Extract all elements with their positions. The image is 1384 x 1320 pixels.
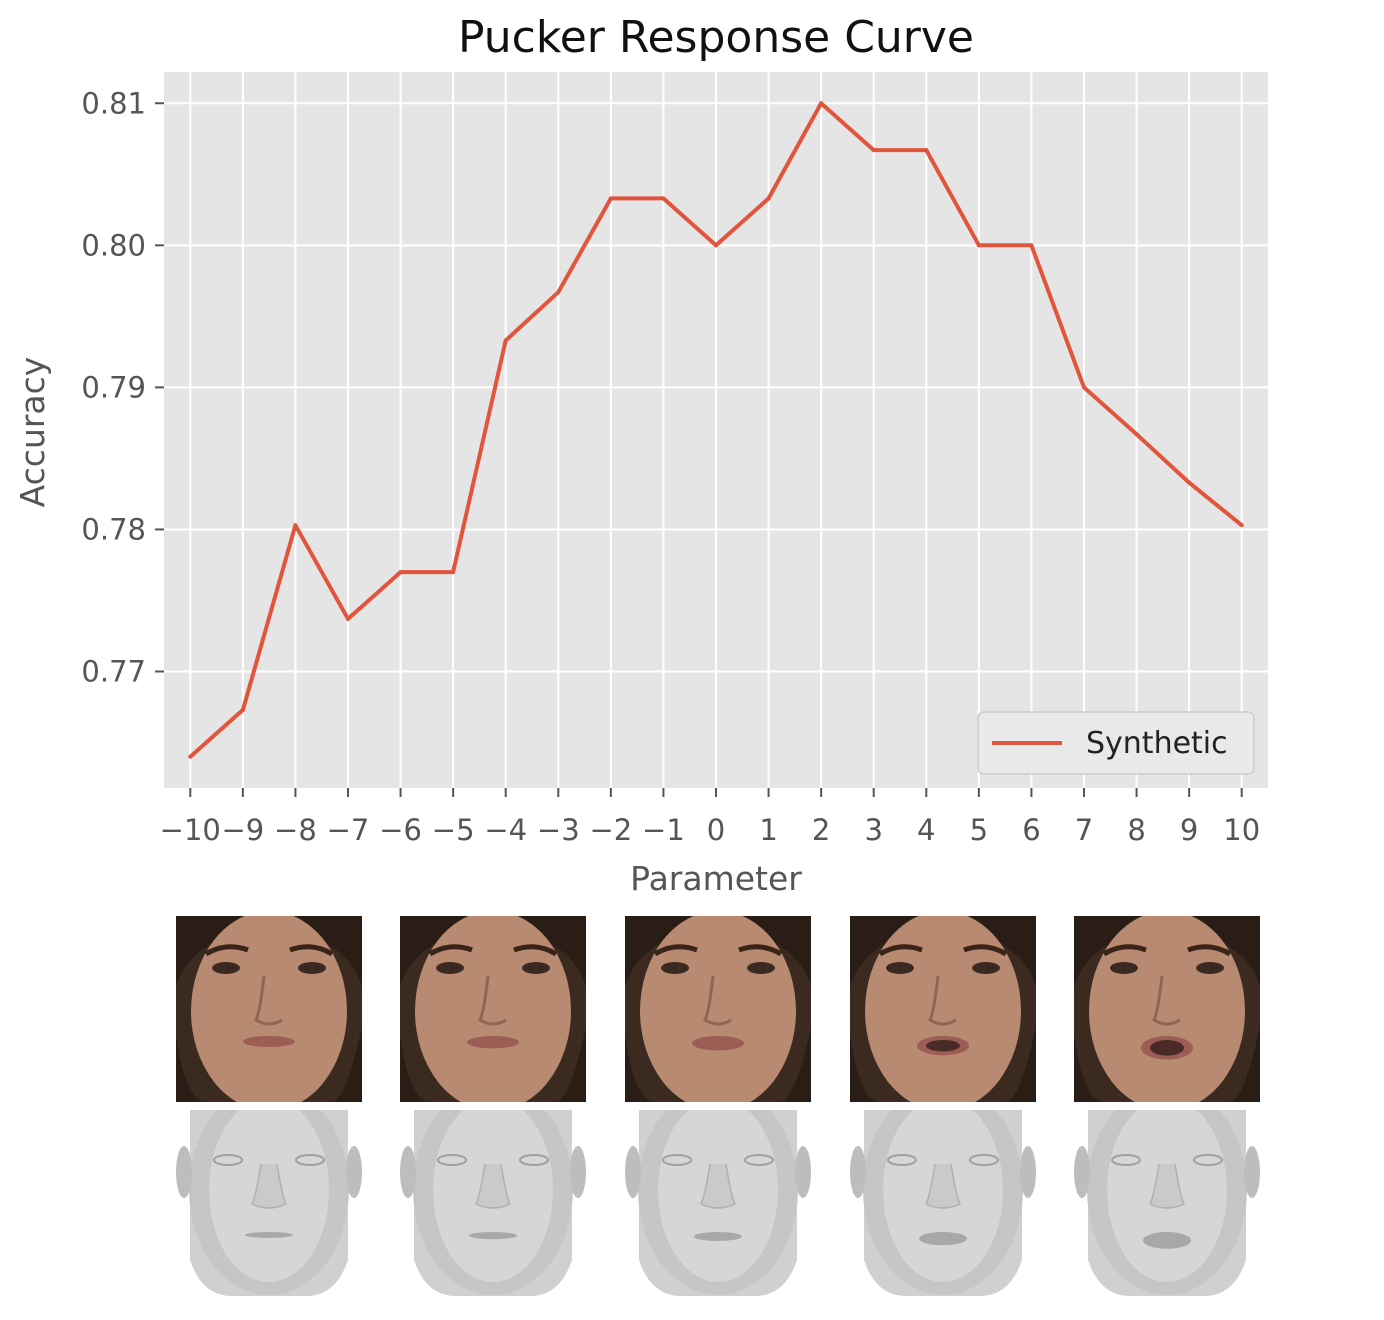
data-point bbox=[1082, 385, 1086, 390]
data-point bbox=[1029, 243, 1034, 248]
data-point bbox=[346, 616, 350, 621]
x-tick-label: 1 bbox=[759, 813, 777, 847]
x-tick-label: 3 bbox=[864, 813, 882, 847]
y-tick-label: 0.80 bbox=[81, 228, 146, 262]
data-point bbox=[240, 707, 245, 712]
data-point bbox=[556, 290, 561, 295]
data-point bbox=[503, 338, 508, 343]
x-axis-label: Parameter bbox=[630, 859, 802, 898]
chart-title: Pucker Response Curve bbox=[458, 12, 974, 63]
face-mesh-1 bbox=[176, 1110, 362, 1296]
face-photo-3 bbox=[625, 916, 811, 1102]
data-point bbox=[819, 101, 824, 106]
data-point bbox=[924, 148, 929, 153]
y-axis-label: Accuracy bbox=[13, 357, 52, 508]
data-point bbox=[398, 570, 403, 575]
face-photo-1 bbox=[176, 916, 362, 1102]
y-tick-label: 0.79 bbox=[81, 370, 146, 404]
face-photo-4 bbox=[850, 916, 1036, 1102]
legend-box bbox=[977, 711, 1255, 775]
data-point bbox=[451, 570, 456, 575]
face-photo-5 bbox=[1074, 916, 1260, 1102]
x-tick-label: −4 bbox=[484, 813, 527, 847]
y-tick-label: 0.78 bbox=[81, 512, 146, 546]
x-tick-label: 4 bbox=[917, 813, 935, 847]
data-point bbox=[766, 196, 771, 201]
x-tick-label: −2 bbox=[589, 813, 632, 847]
x-tick-label: 8 bbox=[1127, 813, 1145, 847]
x-tick-label: 2 bbox=[812, 813, 830, 847]
legend: Synthetic bbox=[977, 711, 1255, 775]
x-tick-label: 6 bbox=[1022, 813, 1040, 847]
x-tick-label: −1 bbox=[642, 813, 685, 847]
data-point bbox=[608, 196, 613, 201]
x-axis-ticks: −10 −9 −8 −7 −6 −5 −4 −3 −2 −1 0 1 2 3 4 5 6 7 8 9 10 bbox=[160, 788, 1260, 847]
x-tick-label: −7 bbox=[327, 813, 370, 847]
data-point bbox=[188, 754, 193, 759]
x-tick-label: 0 bbox=[707, 813, 725, 847]
chart: Pucker Response Curve −10 −9 −8 −7 −6 −5 −4 −3−… bbox=[13, 12, 1268, 898]
x-tick-label: −10 bbox=[160, 813, 221, 847]
legend-label-synthetic: Synthetic bbox=[1086, 726, 1228, 761]
y-tick-label: 0.81 bbox=[81, 86, 146, 120]
series-synthetic bbox=[188, 101, 1244, 759]
y-axis-ticks: 0.77 0.78 0.79 0.80 0.81 bbox=[81, 86, 164, 689]
data-point bbox=[871, 148, 876, 153]
data-point bbox=[1239, 523, 1244, 528]
x-tick-label: −5 bbox=[432, 813, 475, 847]
data-point bbox=[661, 196, 666, 201]
x-tick-label: −9 bbox=[221, 813, 264, 847]
x-tick-label: −8 bbox=[274, 813, 317, 847]
data-point bbox=[976, 243, 981, 248]
data-point bbox=[1134, 432, 1139, 437]
face-photo-2 bbox=[400, 916, 586, 1102]
grid bbox=[164, 72, 1268, 788]
face-mesh-3 bbox=[625, 1110, 811, 1296]
x-tick-label: 9 bbox=[1180, 813, 1198, 847]
y-tick-label: 0.77 bbox=[81, 655, 146, 689]
data-point bbox=[1187, 480, 1192, 485]
data-point bbox=[714, 243, 718, 248]
face-mesh-2 bbox=[400, 1110, 586, 1296]
x-tick-label: −6 bbox=[379, 813, 422, 847]
x-tick-label: 5 bbox=[970, 813, 988, 847]
data-point bbox=[293, 523, 298, 528]
x-tick-label: −3 bbox=[537, 813, 580, 847]
x-tick-label: 10 bbox=[1223, 813, 1260, 847]
face-mesh-5 bbox=[1074, 1110, 1260, 1296]
x-tick-label: 7 bbox=[1075, 813, 1093, 847]
face-mesh-4 bbox=[850, 1110, 1036, 1296]
